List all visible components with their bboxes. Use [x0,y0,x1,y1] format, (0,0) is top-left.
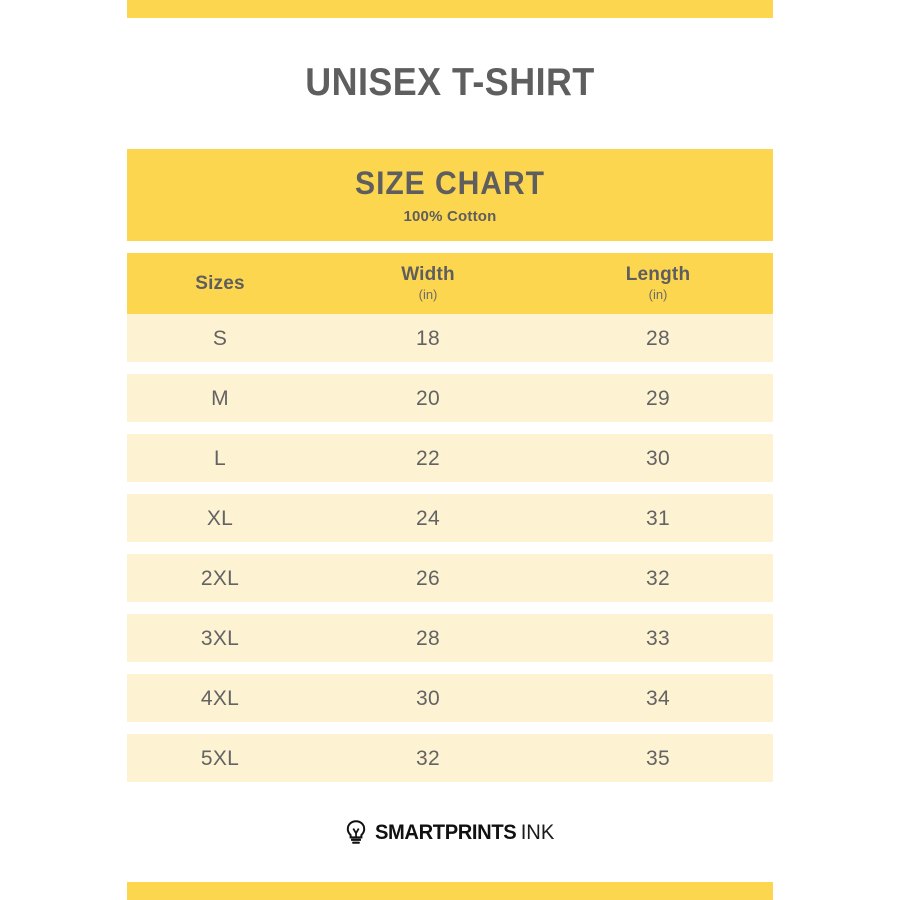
size-value: M [211,386,229,410]
lightbulb-icon [347,820,366,844]
table-row: M 20 29 [127,374,773,422]
page-title: UNISEX T-SHIRT [305,61,595,104]
cell-width: 26 [313,568,543,589]
cell-size: 4XL [127,688,313,709]
width-value: 22 [416,446,440,470]
length-value: 34 [646,686,670,710]
material-subtitle: 100% Cotton [403,208,497,226]
header-unit-width: (in) [418,287,438,303]
brand-name: SMARTPRINTS [375,821,517,844]
brand-suffix: INK [520,821,554,844]
table-row: XL 24 31 [127,494,773,542]
size-value: S [212,326,228,350]
width-value: 32 [416,746,440,770]
size-chart-heading: SIZE CHART [355,164,545,201]
table-row: 3XL 28 33 [127,614,773,662]
size-value: L [214,446,226,470]
length-value: 29 [646,386,670,410]
header-label-sizes: Sizes [195,272,245,294]
brand-logo: SMARTPRINTS INK [0,820,900,846]
table-header-row: Sizes Width (in) Length (in) [127,253,773,314]
bottom-accent-rule [127,882,773,900]
size-value: 2XL [200,566,240,590]
cell-length: 32 [543,568,773,589]
table-row: 5XL 32 35 [127,734,773,782]
header-unit-length: (in) [648,287,668,303]
cell-length: 33 [543,628,773,649]
table-row: S 18 28 [127,314,773,362]
length-value: 31 [646,506,670,530]
cell-width: 30 [313,688,543,709]
cell-length: 29 [543,388,773,409]
length-value: 32 [646,566,670,590]
width-value: 28 [416,626,440,650]
top-accent-rule [127,0,773,18]
cell-size: S [127,328,313,349]
cell-length: 30 [543,448,773,469]
cell-size: 2XL [127,568,313,589]
cell-length: 34 [543,688,773,709]
size-value: 4XL [200,686,240,710]
width-value: 30 [416,686,440,710]
cell-size: M [127,388,313,409]
table-row: 2XL 26 32 [127,554,773,602]
header-label-width: Width [401,264,455,286]
size-value: 3XL [200,626,240,650]
length-value: 35 [646,746,670,770]
width-value: 24 [416,506,440,530]
cell-size: L [127,448,313,469]
length-value: 28 [646,326,670,350]
length-value: 30 [646,446,670,470]
cell-width: 32 [313,748,543,769]
header-cell-length: Length (in) [543,264,773,303]
header-cell-width: Width (in) [313,264,543,303]
table-row: 4XL 30 34 [127,674,773,722]
cell-length: 35 [543,748,773,769]
cell-width: 22 [313,448,543,469]
table-row: L 22 30 [127,434,773,482]
size-chart-banner: SIZE CHART 100% Cotton [127,149,773,241]
cell-width: 28 [313,628,543,649]
cell-size: 3XL [127,628,313,649]
width-value: 20 [416,386,440,410]
cell-size: XL [127,508,313,529]
header-label-length: Length [625,264,691,286]
cell-size: 5XL [127,748,313,769]
width-value: 18 [416,326,440,350]
cell-width: 18 [313,328,543,349]
size-table: Sizes Width (in) Length (in) S 18 28 [127,253,773,794]
width-value: 26 [416,566,440,590]
cell-length: 31 [543,508,773,529]
size-value: 5XL [200,746,240,770]
size-value: XL [206,506,234,530]
header-cell-sizes: Sizes [127,273,313,294]
cell-length: 28 [543,328,773,349]
length-value: 33 [646,626,670,650]
cell-width: 24 [313,508,543,529]
cell-width: 20 [313,388,543,409]
